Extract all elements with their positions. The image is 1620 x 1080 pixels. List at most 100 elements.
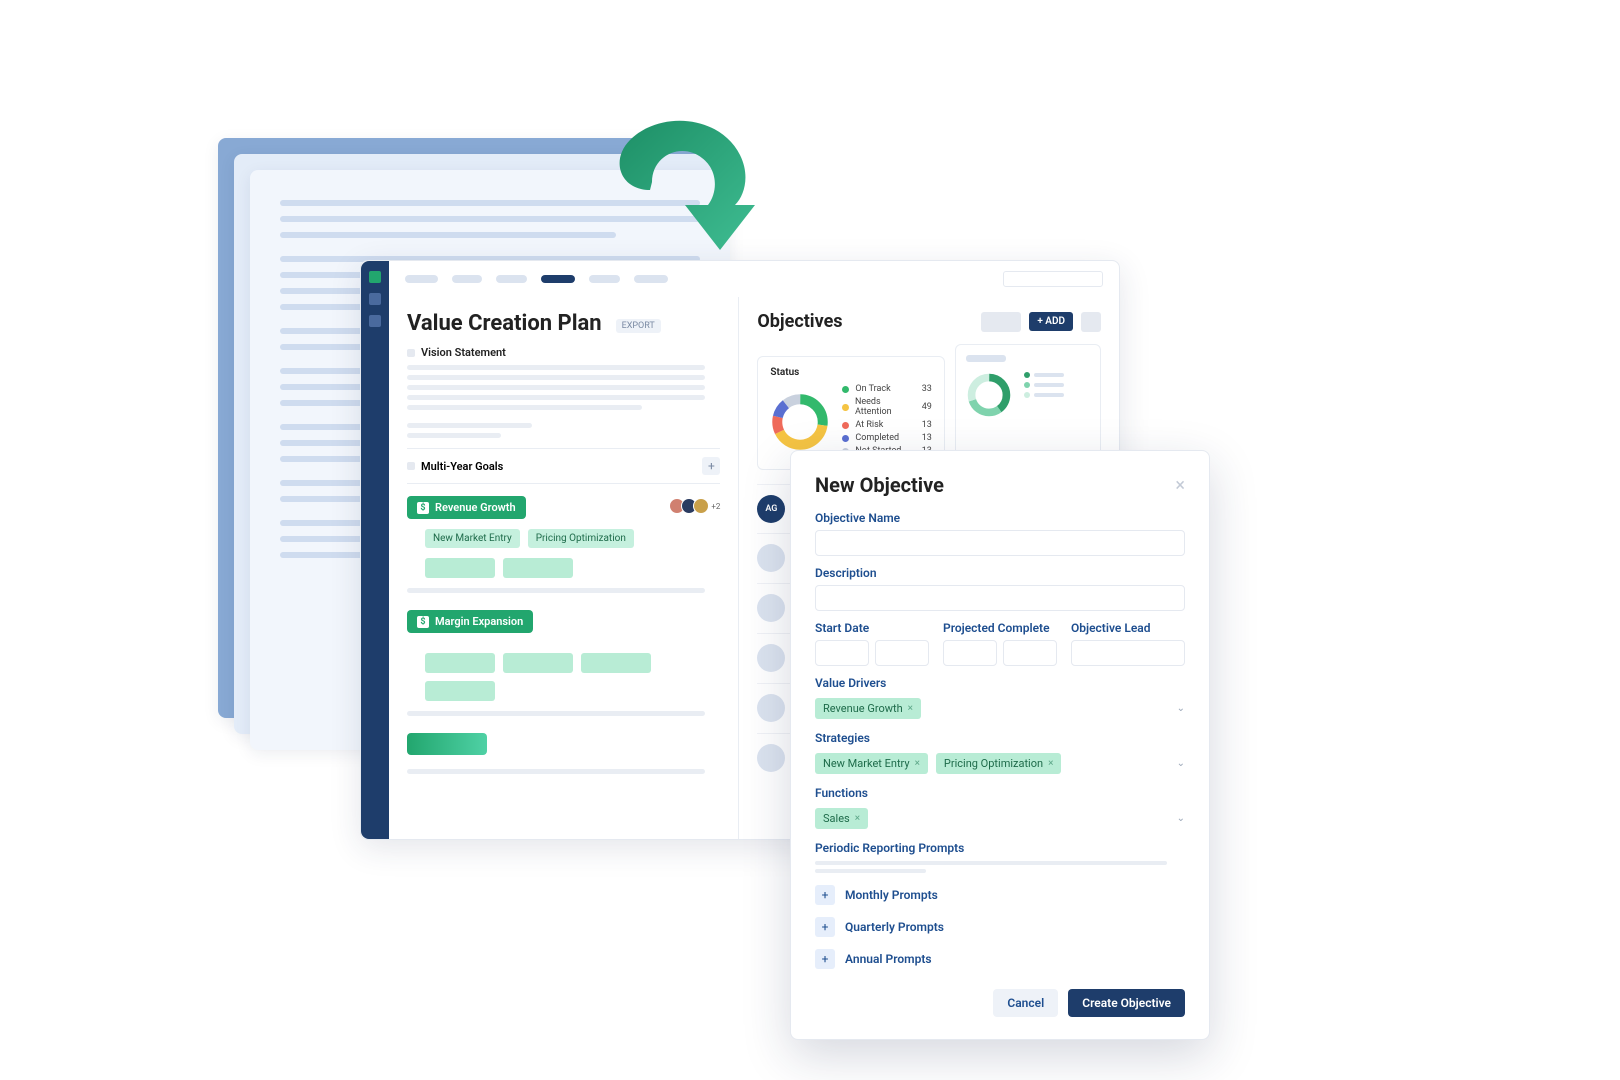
prompt-label: Monthly Prompts [845, 888, 938, 902]
new-objective-modal: New Objective × Objective Name Descripti… [790, 450, 1210, 1040]
remove-tag-icon[interactable]: × [855, 813, 860, 824]
goal-chip[interactable] [407, 733, 487, 755]
filter-button[interactable] [981, 312, 1021, 332]
avatar [757, 694, 785, 722]
search-input[interactable] [1003, 271, 1103, 287]
avatar [757, 544, 785, 572]
chevron-down-icon: ⌄ [1177, 758, 1185, 769]
add-objective-button[interactable]: + ADD [1029, 312, 1073, 331]
start-date-input-1[interactable] [815, 640, 869, 666]
avatar: AG [757, 495, 785, 523]
tab-bar [389, 261, 1119, 297]
start-date-label: Start Date [815, 621, 929, 635]
strategy-chip[interactable]: New Market Entry [425, 529, 520, 548]
goal-chip[interactable]: $Margin Expansion [407, 610, 533, 633]
value-drivers-field[interactable]: Revenue Growth× ⌄ [815, 695, 1185, 721]
plus-icon[interactable]: + [815, 917, 835, 937]
value-drivers-label: Value Drivers [815, 676, 1185, 690]
projected-input-1[interactable] [943, 640, 997, 666]
description-label: Description [815, 566, 1185, 580]
close-icon[interactable]: × [1175, 475, 1185, 496]
strategy-chip[interactable] [581, 653, 651, 673]
sidebar-icon[interactable] [369, 271, 381, 283]
vision-statement-label: Vision Statement [407, 346, 720, 359]
projected-label: Projected Complete [943, 621, 1057, 635]
dollar-icon: $ [417, 616, 429, 628]
tab[interactable] [589, 275, 620, 283]
projected-input-2[interactable] [1003, 640, 1057, 666]
chevron-down-icon: ⌄ [1177, 703, 1185, 714]
avatar-stack: +2 [673, 498, 720, 514]
strategy-chip[interactable] [425, 558, 495, 578]
sidebar-icon[interactable] [369, 293, 381, 305]
avatar [757, 644, 785, 672]
dollar-icon: $ [417, 502, 429, 514]
tab[interactable] [452, 275, 482, 283]
tag[interactable]: Pricing Optimization× [936, 753, 1062, 774]
goal-chip[interactable]: $ Revenue Growth [407, 496, 526, 519]
prompt-row[interactable]: + Quarterly Prompts [815, 917, 1185, 937]
functions-field[interactable]: Sales× ⌄ [815, 805, 1185, 831]
value-creation-panel: Value Creation Plan EXPORT Vision Statem… [389, 297, 739, 839]
tag[interactable]: Revenue Growth× [815, 698, 921, 719]
multi-year-goals-header: Multi-Year Goals + [407, 448, 720, 484]
objectives-title: Objectives [757, 311, 842, 332]
cancel-button[interactable]: Cancel [993, 989, 1058, 1017]
strategy-chip[interactable] [425, 681, 495, 701]
legend-row: On Track33 [842, 384, 931, 394]
strategies-label: Strategies [815, 731, 1185, 745]
avatar [757, 594, 785, 622]
legend-row: Completed13 [842, 433, 931, 443]
functions-label: Functions [815, 786, 1185, 800]
objective-name-input[interactable] [815, 530, 1185, 556]
start-date-input-2[interactable] [875, 640, 929, 666]
prompts-label: Periodic Reporting Prompts [815, 841, 1185, 855]
lead-input[interactable] [1071, 640, 1185, 666]
add-goal-button[interactable]: + [702, 457, 720, 475]
bullet-icon [407, 349, 415, 357]
create-objective-button[interactable]: Create Objective [1068, 989, 1185, 1017]
tag[interactable]: New Market Entry× [815, 753, 928, 774]
status-donut-chart [770, 392, 830, 452]
options-button[interactable] [1081, 312, 1101, 332]
legend-row: At Risk13 [842, 420, 931, 430]
strategy-chip[interactable]: Pricing Optimization [528, 529, 634, 548]
strategy-chip[interactable] [503, 558, 573, 578]
tab[interactable] [634, 275, 668, 283]
tag[interactable]: Sales× [815, 808, 868, 829]
prompt-row[interactable]: + Monthly Prompts [815, 885, 1185, 905]
tab[interactable] [496, 275, 527, 283]
stage: Value Creation Plan EXPORT Vision Statem… [210, 130, 1410, 950]
legend-row: Needs Attention49 [842, 397, 931, 417]
remove-tag-icon[interactable]: × [1048, 758, 1053, 769]
prompt-row[interactable]: + Annual Prompts [815, 949, 1185, 969]
remove-tag-icon[interactable]: × [908, 703, 913, 714]
plus-icon[interactable]: + [815, 885, 835, 905]
tab[interactable] [541, 275, 575, 283]
remove-tag-icon[interactable]: × [915, 758, 920, 769]
goal-label: Revenue Growth [435, 501, 516, 514]
strategy-chip[interactable] [425, 653, 495, 673]
objective-name-label: Objective Name [815, 511, 1185, 525]
lead-label: Objective Lead [1071, 621, 1185, 635]
status-legend: On Track33 Needs Attention49 At Risk13 Comp… [842, 384, 931, 459]
prompt-label: Annual Prompts [845, 952, 932, 966]
modal-title: New Objective [815, 473, 944, 497]
export-button[interactable]: EXPORT [616, 319, 661, 333]
arrow-icon [590, 100, 790, 280]
avatar [757, 744, 785, 772]
tab[interactable] [405, 275, 438, 283]
plus-icon[interactable]: + [815, 949, 835, 969]
prompt-label: Quarterly Prompts [845, 920, 944, 934]
description-input[interactable] [815, 585, 1185, 611]
multi-year-goals-label: Multi-Year Goals [421, 460, 503, 473]
strategies-field[interactable]: New Market Entry× Pricing Optimization× ⌄ [815, 750, 1185, 776]
chevron-down-icon: ⌄ [1177, 813, 1185, 824]
status-title: Status [770, 367, 931, 378]
bullet-icon [407, 462, 415, 470]
app-sidebar [361, 261, 389, 839]
mini-donut-chart [966, 372, 1012, 418]
sidebar-icon[interactable] [369, 315, 381, 327]
vision-label-text: Vision Statement [421, 346, 506, 359]
strategy-chip[interactable] [503, 653, 573, 673]
